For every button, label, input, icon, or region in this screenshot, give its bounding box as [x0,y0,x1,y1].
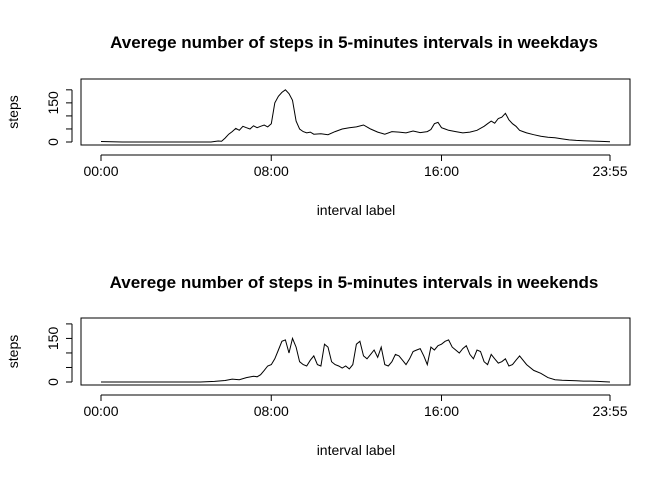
x-axis-label: interval label [317,442,396,458]
y-axis-label: steps [5,95,21,128]
x-tick-label: 00:00 [83,163,118,179]
x-tick-label: 23:55 [592,163,627,179]
x-tick-label: 08:00 [254,163,289,179]
x-tick-label: 00:00 [83,403,118,419]
chart-title: Averege number of steps in 5-minutes int… [110,273,599,292]
series-line [100,89,611,143]
y-tick-label: 150 [45,327,61,351]
x-tick-label: 16:00 [424,163,459,179]
x-tick-label: 16:00 [424,403,459,419]
y-tick-label: 150 [45,91,61,115]
y-tick-label: 0 [45,378,61,386]
plot-frame [80,317,631,386]
x-axis-label: interval label [317,202,396,218]
chart-panel-2: Averege number of steps in 5-minutes int… [5,273,631,458]
chart-title: Averege number of steps in 5-minutes int… [110,33,598,52]
plot-frame [80,78,631,146]
chart-panel-1: Averege number of steps in 5-minutes int… [5,33,631,218]
x-tick-label: 23:55 [592,403,627,419]
series-line [101,336,611,383]
y-tick-label: 0 [45,138,61,146]
x-tick-label: 08:00 [254,403,289,419]
y-axis-label: steps [5,335,21,368]
